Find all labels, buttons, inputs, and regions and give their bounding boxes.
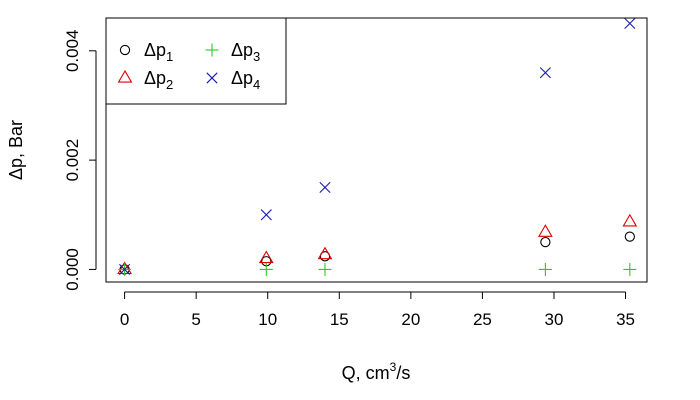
legend-label-main: Δp	[144, 68, 166, 88]
data-points	[117, 17, 638, 276]
legend-label-subscript: 2	[166, 77, 173, 92]
legend-label-subscript: 1	[166, 49, 173, 64]
data-point-series-2	[317, 246, 333, 260]
x-axis: 0 5 10 15 20 25 30 35	[120, 291, 635, 329]
y-axis: 0.000 0.002 0.004	[63, 30, 97, 291]
legend-label-subscript: 3	[253, 49, 260, 64]
data-point-series-4	[539, 67, 551, 79]
legend-symbol-4	[206, 72, 218, 84]
data-point-series-2	[622, 213, 638, 227]
legend-label-2: Δp2	[144, 68, 173, 92]
legend-symbol-2	[117, 69, 133, 83]
legend-label-3: Δp3	[231, 40, 260, 64]
x-axis-title-superscript: 3	[390, 360, 397, 374]
data-point-series-3	[318, 262, 332, 276]
x-axis-title-main: Q, cm	[342, 363, 390, 383]
x-tick-label: 5	[191, 310, 200, 329]
x-tick-label: 0	[120, 310, 129, 329]
y-tick-label: 0.004	[63, 30, 82, 73]
data-point-series-1	[624, 231, 635, 242]
data-point-series-4	[119, 263, 131, 276]
y-axis-title: Δp, Bar	[6, 120, 26, 180]
x-tick-label: 30	[545, 310, 564, 329]
y-tick-label: 0.002	[63, 139, 82, 182]
x-tick-label: 20	[401, 310, 420, 329]
legend-label-main: Δp	[231, 40, 253, 60]
data-point-series-4	[260, 209, 272, 221]
x-tick-label: 15	[330, 310, 349, 329]
legend-label-subscript: 4	[253, 77, 260, 92]
x-axis-title: Q, cm3/s	[342, 360, 411, 383]
legend-box	[105, 17, 287, 105]
legend-label-main: Δp	[144, 40, 166, 60]
data-point-series-3	[623, 262, 637, 276]
data-point-series-4	[319, 181, 331, 194]
x-tick-label: 35	[616, 310, 635, 329]
legend-symbol-1	[119, 44, 131, 56]
legend-label-1: Δp1	[144, 40, 173, 64]
legend-label-main: Δp	[231, 68, 253, 88]
data-point-series-4	[624, 17, 636, 30]
data-point-series-2	[258, 250, 274, 264]
y-tick-label: 0.000	[63, 248, 82, 291]
legend-symbol-3	[205, 43, 219, 57]
plot-area-box	[105, 17, 648, 283]
data-point-series-3	[259, 262, 273, 276]
data-point-series-2	[537, 224, 553, 237]
x-axis-title-suffix: /s	[396, 363, 410, 383]
x-tick-label: 10	[258, 310, 277, 329]
x-tick-label: 25	[473, 310, 492, 329]
data-point-series-3	[538, 262, 552, 276]
data-point-series-1	[540, 236, 551, 248]
legend-label-4: Δp4	[231, 68, 260, 92]
